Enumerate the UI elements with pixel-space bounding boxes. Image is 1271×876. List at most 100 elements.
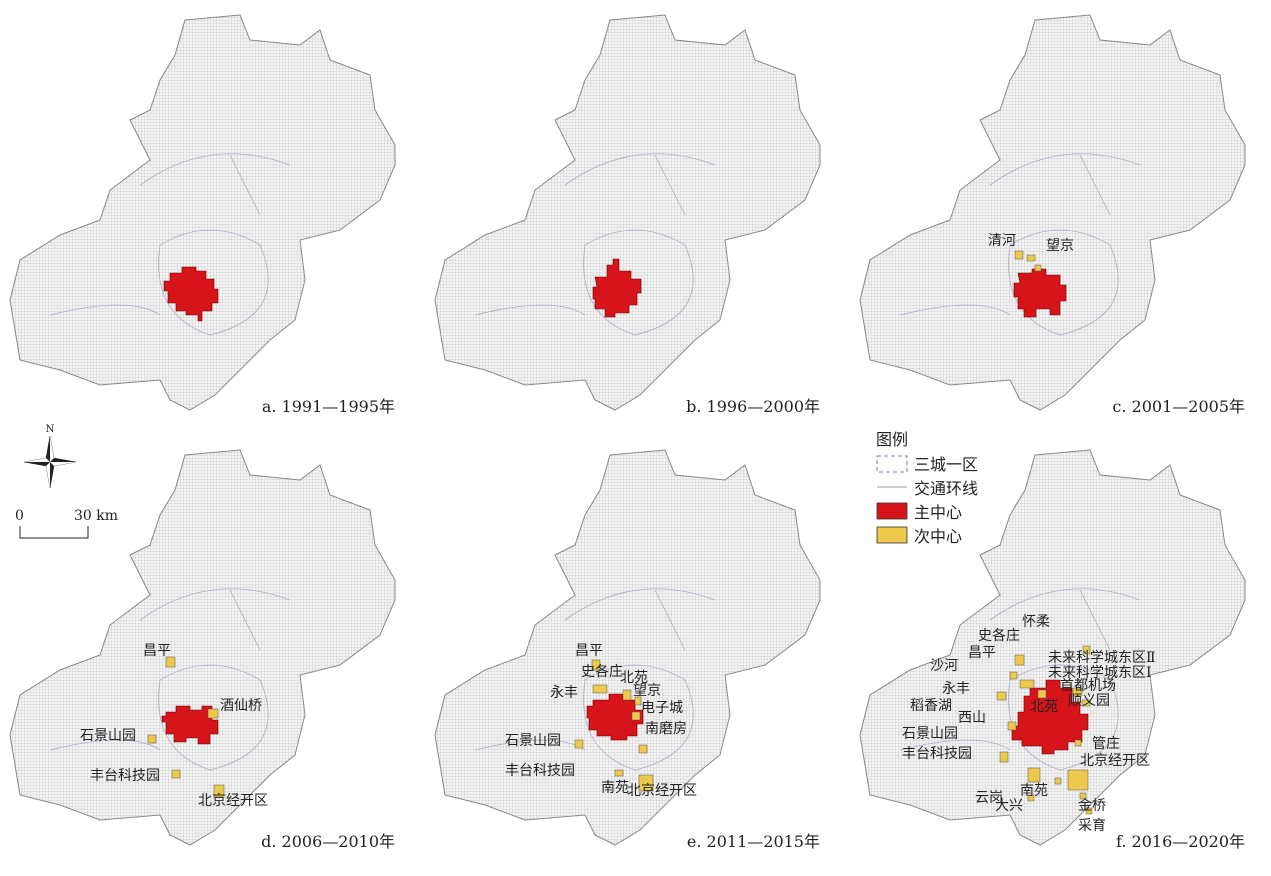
sub-center-patch (1081, 699, 1091, 707)
sub-center-label: 北京经开区 (627, 783, 697, 799)
legend-item-sub-center: 次中心 (914, 527, 962, 546)
main-center (592, 258, 642, 318)
sub-center-patch (1007, 721, 1017, 731)
ring-road (49, 588, 291, 771)
sub-center-patch (1019, 679, 1035, 689)
sub-center-patch (1027, 767, 1041, 783)
sub-center-patch (171, 769, 181, 779)
sub-center-label: 石景山园 (80, 728, 136, 744)
sub-center-label: 北京经开区 (1080, 753, 1150, 769)
legend-item-ring-road: 交通环线 (914, 479, 978, 498)
sub-center-label: 云岗 (975, 790, 1003, 806)
sub-center-label: 顺义园 (1068, 693, 1110, 709)
sub-center-patch (1027, 794, 1035, 802)
main-center (1011, 679, 1089, 755)
map-panel: b. 1996—2000年 (434, 14, 821, 416)
sub-center-patch (1009, 671, 1018, 680)
sub-center-label: 望京 (1046, 238, 1074, 254)
sub-center-patch (1082, 645, 1091, 655)
legend-item-district: 三城一区 (914, 455, 978, 474)
legend-swatch-main-center (876, 502, 908, 520)
sub-center-label: 未来科学城东区Ⅱ (1048, 650, 1156, 666)
sub-center-label: 稻香湖 (910, 698, 952, 714)
sub-center-label: 丰台科技园 (902, 746, 972, 762)
north-label: N (46, 424, 55, 435)
sub-center-patch (999, 751, 1009, 763)
sub-center-label: 史各庄 (581, 663, 623, 680)
sub-center-patch (1067, 769, 1089, 791)
sub-center-patch (1037, 689, 1047, 699)
map-panel: 清河 望京 c. 2001—2005年 (859, 14, 1246, 416)
sub-center-patch (996, 691, 1007, 701)
sub-center-label: 清河 (988, 233, 1016, 249)
sub-center-label: 永丰 (550, 685, 578, 701)
ring-road (474, 588, 716, 771)
legend-swatch-sub-center (876, 526, 908, 544)
beijing-boundary (9, 14, 396, 411)
sub-center-label: 怀柔 (1022, 614, 1050, 630)
sub-center-patch (1014, 250, 1024, 260)
scale-bar: 0 30 km (15, 508, 118, 539)
sub-center-label: 电子城 (641, 700, 683, 716)
panel-caption: f. 2016—2020年 (1116, 832, 1245, 851)
sub-center-label: 酒仙桥 (220, 698, 262, 714)
sub-center-patch (622, 689, 632, 701)
beijing-boundary (9, 449, 396, 846)
sub-center-patch (638, 744, 648, 754)
legend: 图例 三城一区 交通环线 主中心 次中心 (876, 430, 978, 546)
north-arrow: N (23, 424, 77, 489)
sub-center-label: 望京 (633, 683, 661, 699)
main-center (161, 705, 219, 745)
sub-center-patch (1079, 792, 1087, 800)
sub-center-label: 未来科学城东区Ⅰ (1048, 665, 1152, 681)
map-panel: a. 1991—1995年 (9, 14, 396, 416)
sub-center-label: 史各庄 (978, 627, 1020, 644)
sub-center-label: 石景山园 (505, 733, 561, 749)
sub-center-patch (1026, 254, 1036, 262)
sub-center-label: 丰台科技园 (90, 768, 160, 784)
sub-center-label: 首都机场 (1060, 678, 1116, 694)
sub-center-label: 西山 (958, 710, 986, 726)
sub-center-patch (574, 739, 584, 749)
sub-center-patch (1034, 264, 1042, 272)
sub-center-label: 北京经开区 (198, 793, 268, 809)
sub-center-patch (1085, 807, 1093, 815)
main-center (1013, 268, 1067, 318)
panel-caption: b. 1996—2000年 (686, 397, 820, 416)
beijing-boundary (434, 14, 821, 411)
sub-center-patch (1054, 777, 1062, 785)
sub-center-patch (165, 656, 176, 668)
main-center (163, 266, 219, 322)
sub-center-patch (207, 708, 219, 719)
sub-center-patch (591, 659, 601, 671)
sub-center-label: 南苑 (1020, 783, 1048, 799)
sub-center-patch (213, 784, 225, 798)
legend-item-main-center: 主中心 (914, 503, 962, 522)
sub-center-patch (634, 696, 642, 706)
sub-center-label: 石景山园 (902, 726, 958, 742)
sub-center-label: 北苑 (620, 670, 648, 686)
sub-center-label: 沙河 (930, 658, 958, 674)
sub-center-patch (614, 769, 624, 777)
panel-caption: d. 2006—2010年 (261, 832, 395, 851)
sub-center-patch (1014, 654, 1025, 666)
ring-road (474, 153, 716, 336)
legend-swatch-district (876, 455, 908, 473)
sub-center-label: 昌平 (968, 645, 996, 661)
sub-center-patch (638, 774, 654, 792)
sub-center-label: 南苑 (601, 780, 629, 796)
sub-center-label: 永丰 (942, 681, 970, 697)
beijing-boundary (859, 449, 1246, 846)
ring-road (899, 588, 1141, 771)
legend-title: 图例 (876, 430, 908, 449)
beijing-boundary (859, 14, 1246, 411)
panel-caption: a. 1991—1995年 (262, 397, 395, 416)
ring-road (899, 153, 1141, 336)
panel-caption: c. 2001—2005年 (1112, 397, 1245, 416)
sub-center-label: 采育 (1078, 818, 1106, 834)
sub-center-label: 金桥 (1078, 798, 1106, 814)
